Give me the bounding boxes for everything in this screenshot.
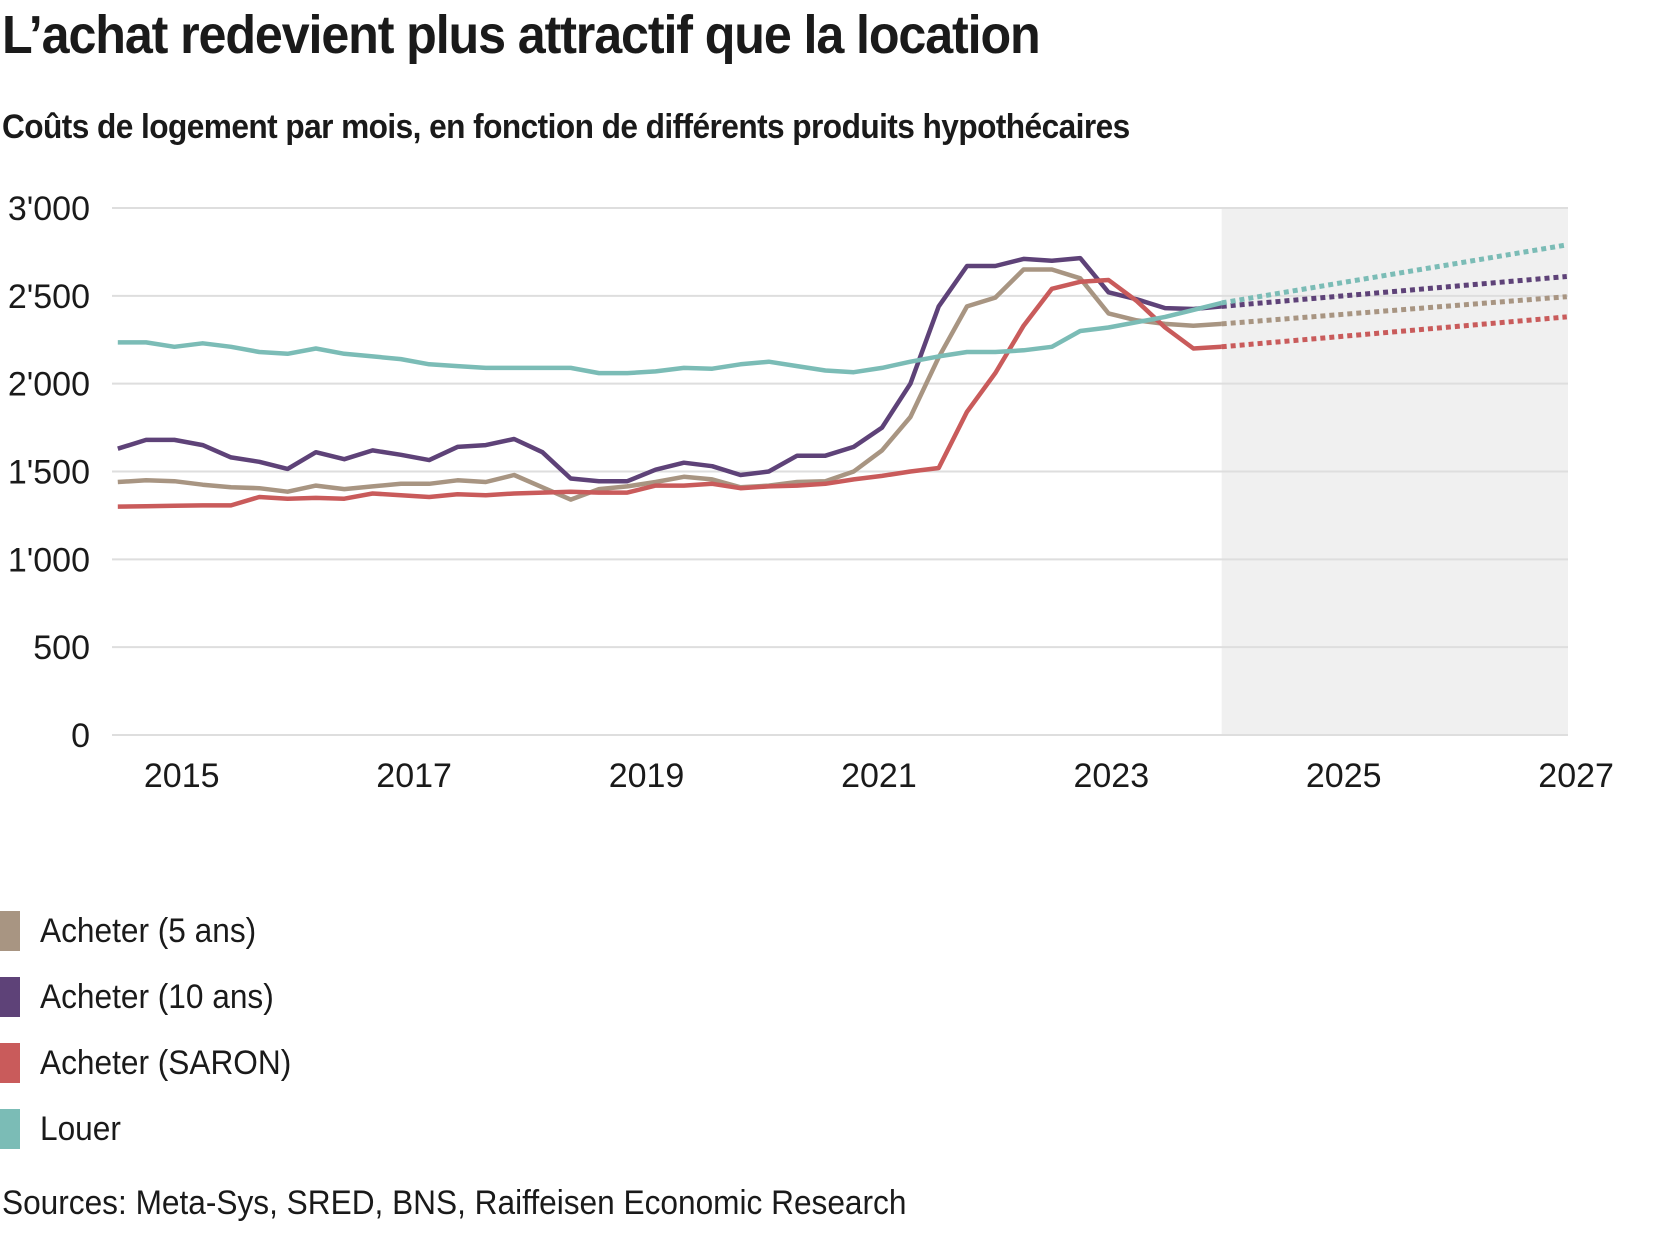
legend-label: Acheter (10 ans) — [40, 977, 274, 1016]
forecast-line-2 — [1221, 314, 1568, 350]
legend-swatch — [0, 911, 20, 951]
y-tick-label: 2'500 — [8, 278, 90, 316]
series-lines — [117, 242, 1568, 509]
y-tick-label: 1'500 — [8, 454, 90, 492]
x-axis: 2015 2017 2019 2021 2023 2025 2027 — [144, 757, 1614, 795]
forecast-line-0 — [1221, 294, 1567, 327]
y-tick-label: 3'000 — [8, 190, 90, 228]
legend-label: Acheter (SARON) — [40, 1043, 292, 1082]
x-tick-label: 2017 — [376, 757, 452, 795]
series-line-0 — [117, 267, 1222, 502]
chart-subtitle: Coûts de logement par mois, en fonction … — [2, 108, 1130, 146]
y-tick-label: 500 — [33, 629, 90, 667]
series-line-2 — [117, 277, 1222, 509]
legend-label: Acheter (5 ans) — [40, 911, 257, 950]
x-tick-label: 2021 — [841, 757, 917, 795]
source-note: Sources: Meta-Sys, SRED, BNS, Raiffeisen… — [2, 1184, 907, 1222]
legend-label: Louer — [40, 1109, 121, 1148]
forecast-line-1 — [1221, 274, 1568, 309]
y-tick-label: 1'000 — [8, 541, 90, 579]
y-axis: 0 500 1'000 1'500 2'000 2'500 3'000 — [8, 190, 90, 755]
x-tick-label: 2023 — [1073, 757, 1149, 795]
legend-item-saron: Acheter (SARON) — [0, 1030, 310, 1096]
forecast-line-3 — [1221, 242, 1568, 306]
x-tick-label: 2019 — [609, 757, 685, 795]
legend-item-louer: Louer — [0, 1096, 310, 1162]
series-line-3 — [117, 300, 1223, 376]
y-tick-label: 2'000 — [8, 366, 90, 404]
x-tick-label: 2027 — [1538, 757, 1614, 795]
gridlines — [112, 207, 1568, 736]
legend-swatch — [0, 1109, 20, 1149]
legend-item-5-ans: Acheter (5 ans) — [0, 898, 310, 964]
x-tick-label: 2015 — [144, 757, 220, 795]
legend-swatch — [0, 1043, 20, 1083]
legend-item-10-ans: Acheter (10 ans) — [0, 964, 310, 1030]
legend-swatch — [0, 977, 20, 1017]
y-tick-label: 0 — [71, 717, 90, 755]
chart-title: L’achat redevient plus attractif que la … — [2, 5, 1041, 65]
legend: Acheter (5 ans) Acheter (10 ans) Acheter… — [0, 898, 310, 1162]
x-tick-label: 2025 — [1306, 757, 1382, 795]
series-line-1 — [117, 255, 1222, 484]
